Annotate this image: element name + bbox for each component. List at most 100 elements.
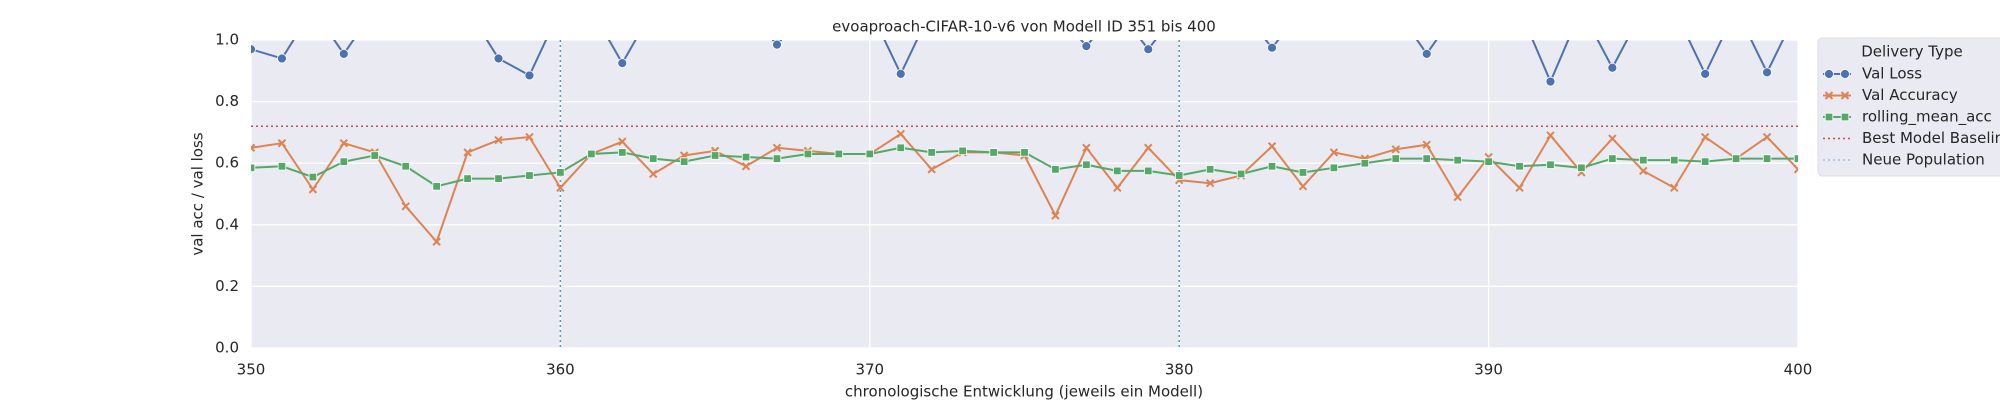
marker (1175, 171, 1184, 180)
marker (865, 149, 874, 159)
marker (896, 129, 905, 139)
series-line (251, 40, 1785, 85)
marker (1639, 155, 1648, 165)
marker (1329, 148, 1339, 157)
marker (989, 5, 998, 14)
marker (1329, 163, 1339, 173)
marker (308, 5, 317, 14)
marker (1143, 44, 1154, 55)
marker (710, 151, 720, 160)
marker (494, 135, 503, 145)
marker (927, 148, 936, 157)
marker (772, 40, 782, 50)
marker (1391, 145, 1400, 154)
marker (1608, 134, 1617, 143)
marker (927, 5, 936, 14)
marker (1391, 5, 1400, 14)
marker (1298, 5, 1307, 14)
marker (1020, 5, 1029, 14)
marker (1453, 5, 1462, 14)
marker (1793, 154, 1798, 163)
marker (1020, 148, 1029, 157)
marker (617, 58, 628, 68)
marker (989, 148, 998, 157)
marker (277, 138, 287, 148)
marker (1144, 166, 1153, 176)
marker (1607, 62, 1618, 73)
marker (494, 174, 503, 183)
marker (1545, 76, 1556, 87)
marker (865, 5, 874, 14)
marker (524, 70, 535, 81)
marker (1639, 166, 1648, 176)
chart-title: evoaproach-CIFAR-10-v6 von Modell ID 351… (832, 18, 1216, 36)
marker (1484, 157, 1493, 166)
y-tick-label: 0.6 (215, 154, 239, 172)
marker (1515, 162, 1524, 171)
marker (1267, 142, 1277, 151)
marker (1453, 155, 1462, 165)
marker (1546, 160, 1555, 169)
x-tick-label: 400 (1784, 361, 1813, 379)
x-tick-label: 370 (855, 361, 884, 379)
marker (1577, 163, 1586, 173)
marker (1422, 140, 1431, 149)
marker (1082, 160, 1091, 169)
marker (1298, 168, 1308, 177)
marker (741, 162, 751, 171)
marker (463, 148, 472, 157)
marker (370, 5, 379, 14)
marker (649, 169, 658, 179)
marker (1670, 5, 1679, 14)
x-tick-label: 350 (237, 361, 266, 379)
marker (556, 183, 565, 193)
plot-content (251, 5, 1798, 348)
marker (896, 143, 905, 152)
marker (370, 151, 379, 160)
marker (895, 68, 906, 79)
marker (1298, 182, 1308, 191)
marker (741, 152, 751, 162)
marker (1700, 68, 1711, 79)
marker (834, 5, 843, 14)
marker (587, 149, 596, 159)
marker (1237, 5, 1246, 14)
marker (1051, 5, 1060, 14)
marker (1113, 166, 1122, 176)
marker (401, 202, 410, 211)
marker (1205, 179, 1215, 188)
marker (1840, 112, 1850, 122)
marker (1329, 5, 1338, 14)
marker (1840, 91, 1850, 100)
legend-label: Best Model Baseline (1862, 129, 2000, 147)
marker (1236, 169, 1246, 179)
y-axis-label: val acc / val loss (189, 132, 207, 255)
legend-label: Neue Population (1862, 151, 1985, 169)
marker (308, 172, 318, 182)
x-axis-label: chronologische Entwicklung (jeweils ein … (845, 383, 1203, 400)
marker (711, 5, 720, 14)
marker (1113, 5, 1122, 14)
marker (1840, 69, 1850, 79)
marker (493, 53, 504, 64)
marker (1824, 112, 1834, 122)
marker (1144, 143, 1153, 153)
marker (277, 162, 287, 171)
marker (1639, 5, 1648, 14)
marker (556, 5, 565, 14)
marker (1051, 211, 1060, 220)
marker (1391, 154, 1400, 163)
marker (1577, 5, 1586, 14)
marker (1082, 143, 1091, 153)
y-tick-label: 0.2 (215, 277, 239, 295)
marker (742, 5, 751, 14)
marker (1267, 42, 1277, 53)
marker (958, 5, 967, 14)
marker (277, 53, 287, 64)
marker (1608, 154, 1617, 163)
x-tick-label: 360 (546, 361, 575, 379)
marker (1515, 5, 1524, 14)
marker (1732, 5, 1741, 14)
marker (1731, 154, 1741, 163)
